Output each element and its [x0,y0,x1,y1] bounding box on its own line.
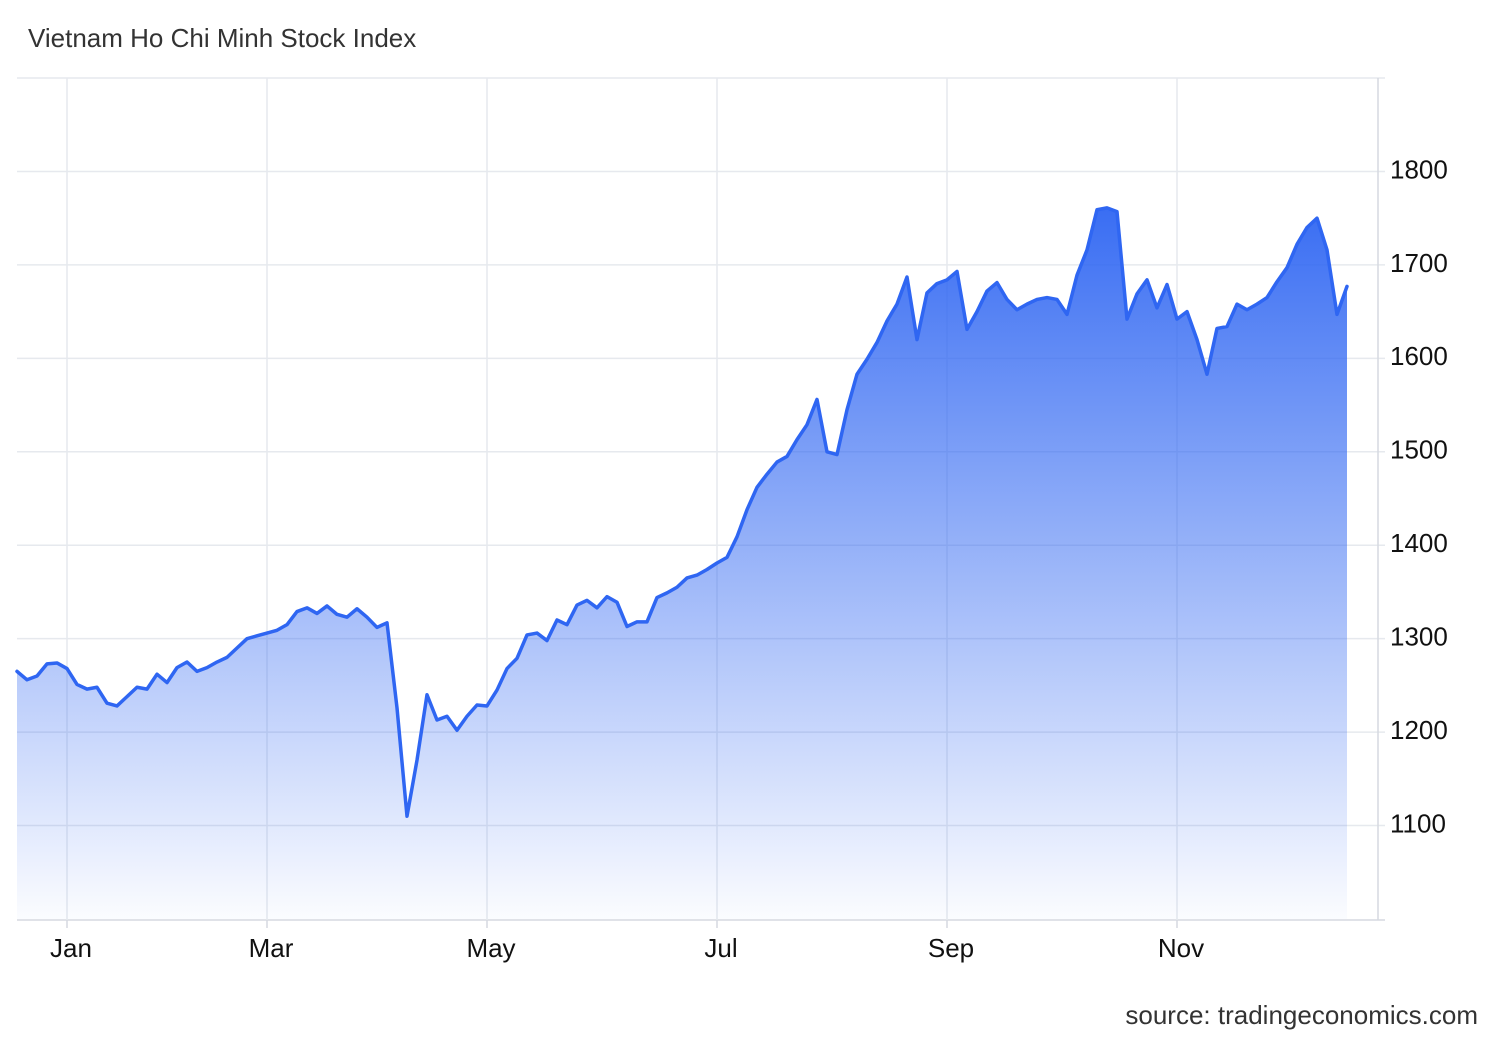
y-tick-label: 1300 [1390,622,1448,652]
y-tick-label: 1600 [1390,341,1448,371]
x-tick-label: Jul [704,933,737,963]
x-tick-label: May [466,933,515,963]
y-tick-label: 1100 [1390,808,1446,838]
chart-title: Vietnam Ho Chi Minh Stock Index [28,23,416,53]
line [15,206,1349,818]
axis-layer: 1100 1200 1300 1400 1500 1600 1700 1800 Jan Mar Ma… [50,78,1448,963]
source-note: source: tradingeconomics.com [1125,1000,1478,1030]
y-tick-label: 1400 [1390,528,1448,558]
y-tick-label: 1500 [1390,435,1448,465]
data-layer [15,206,1349,919]
y-tick-label: 1700 [1390,248,1448,278]
x-tick-label: Mar [249,933,294,963]
x-tick-label: Nov [1158,933,1204,963]
y-tick-label: 1800 [1390,154,1448,184]
area-fill [17,207,1347,919]
x-tick-label: Jan [50,933,92,963]
y-tick-label: 1200 [1390,715,1448,745]
x-tick-label: Sep [928,933,974,963]
